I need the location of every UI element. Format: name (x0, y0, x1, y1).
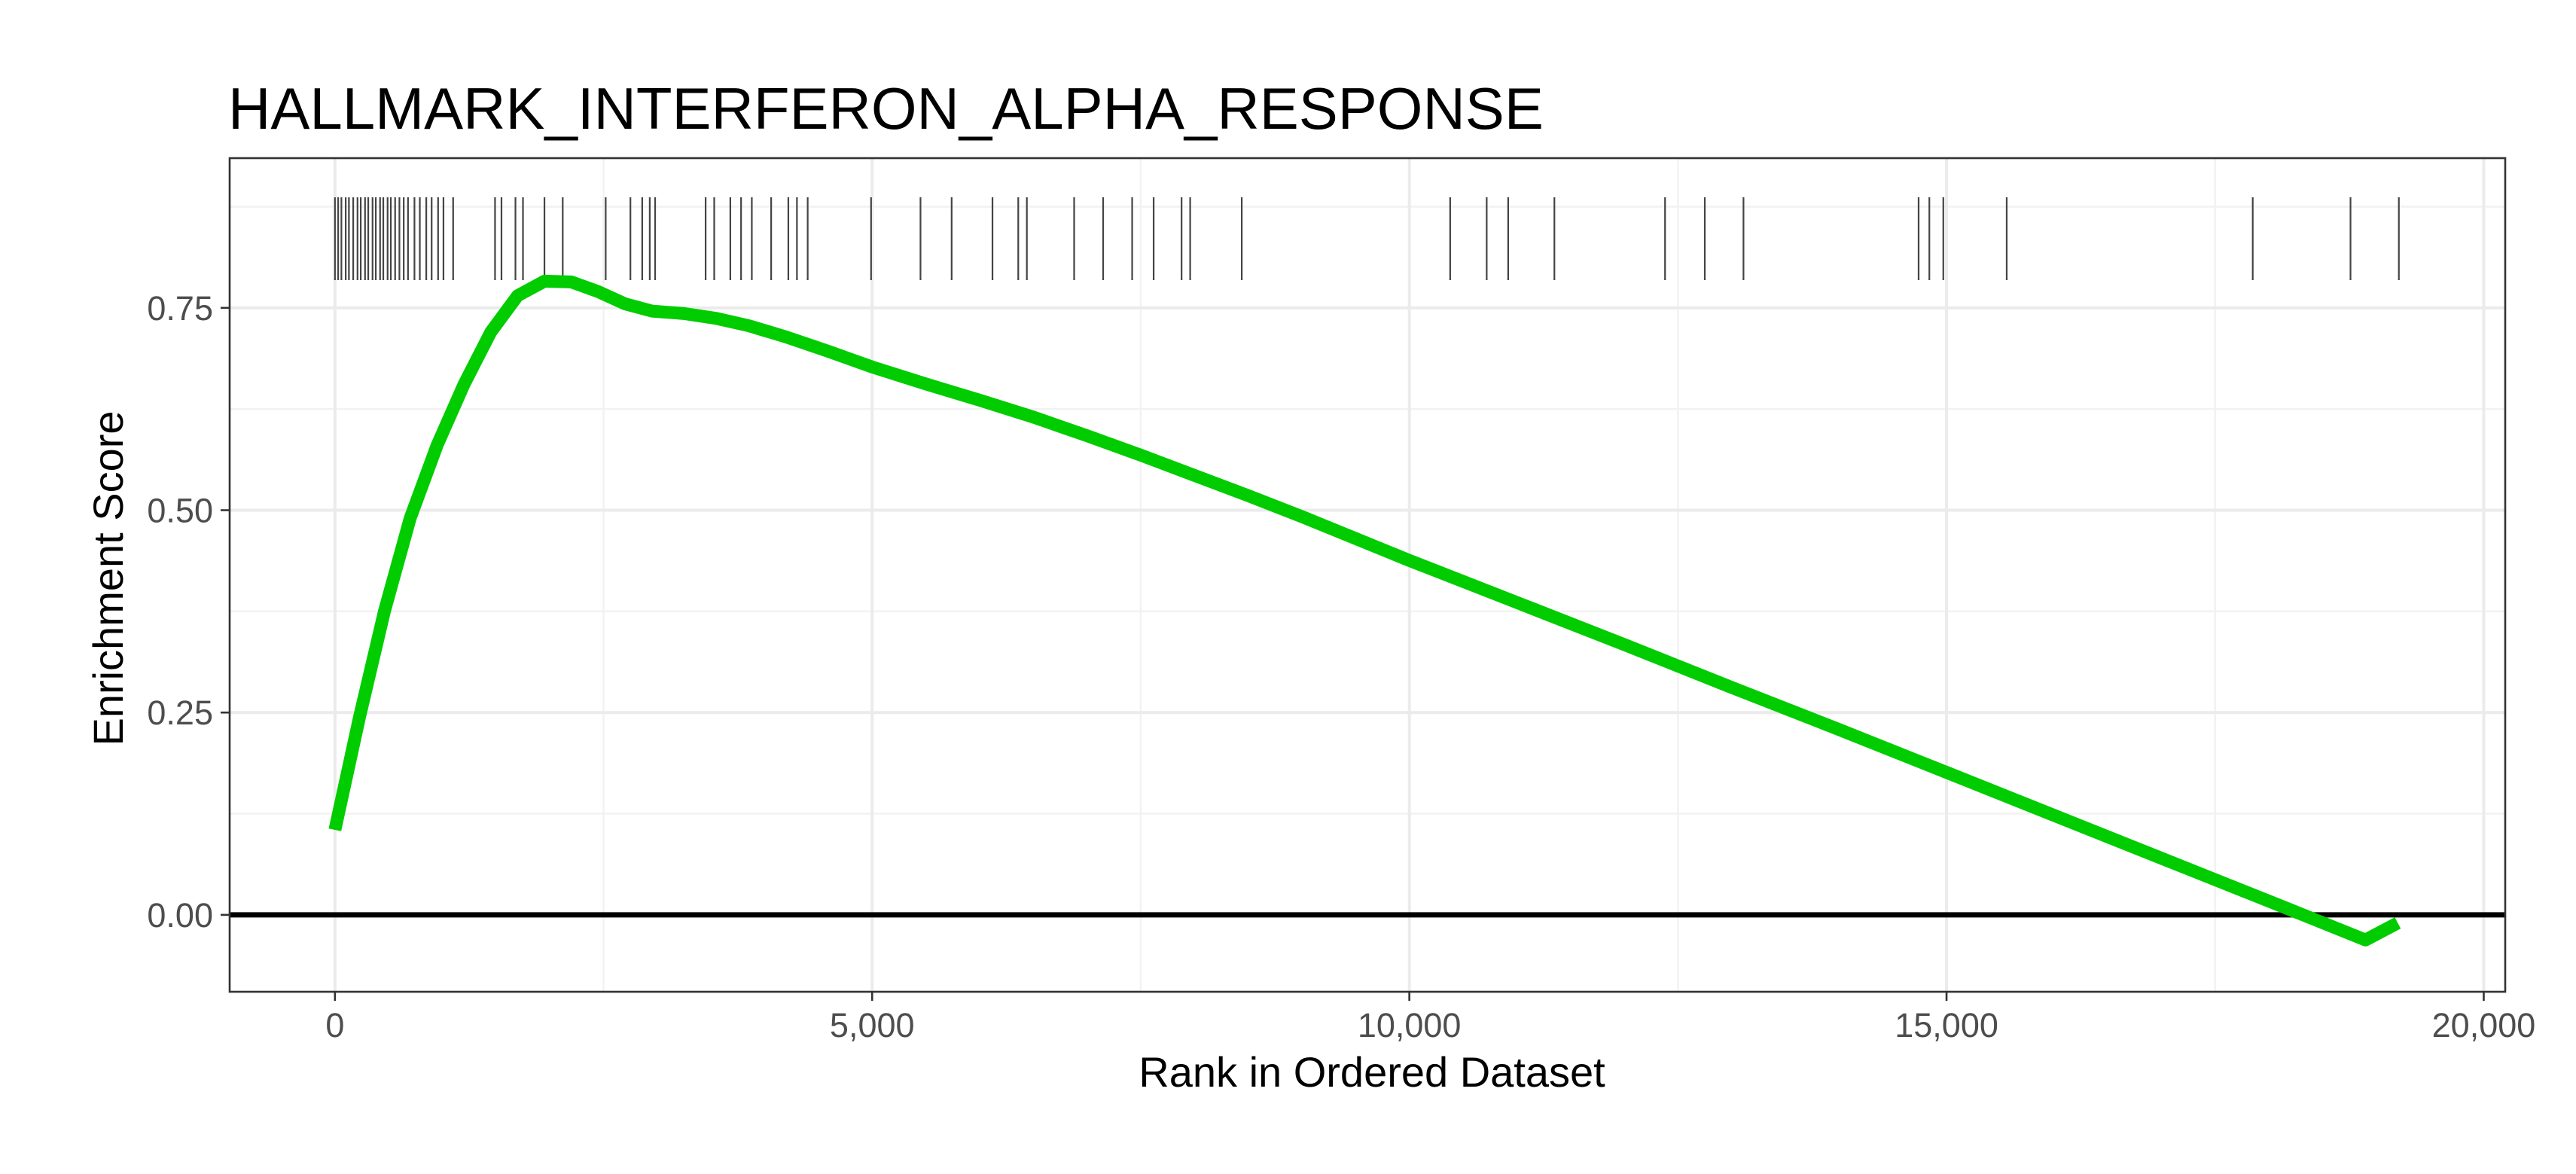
y-tick-label: 0.50 (147, 492, 213, 530)
gene-hit-marks (334, 197, 2400, 280)
x-tick-label: 15,000 (1895, 1006, 1998, 1044)
y-axis-title: Enrichment Score (84, 410, 132, 746)
y-tick-label: 0.00 (147, 896, 213, 935)
y-tick-label: 0.75 (147, 289, 213, 328)
plot-panel: 0 5,000 10,000 15,000 20,000 0.00 0.25 0.50 0.75 (147, 157, 2536, 1044)
panel-border (228, 157, 2507, 993)
y-tick-label: 0.25 (147, 694, 213, 732)
x-axis-title: Rank in Ordered Dataset (1139, 1048, 1605, 1096)
chart-title: HALLMARK_INTERFERON_ALPHA_RESPONSE (228, 75, 1544, 142)
x-tick-label: 0 (325, 1006, 344, 1044)
enrichment-score-line (328, 274, 2401, 947)
x-tick-label: 5,000 (830, 1006, 915, 1044)
x-tick-label: 20,000 (2432, 1006, 2536, 1044)
x-tick-label: 10,000 (1358, 1006, 1462, 1044)
